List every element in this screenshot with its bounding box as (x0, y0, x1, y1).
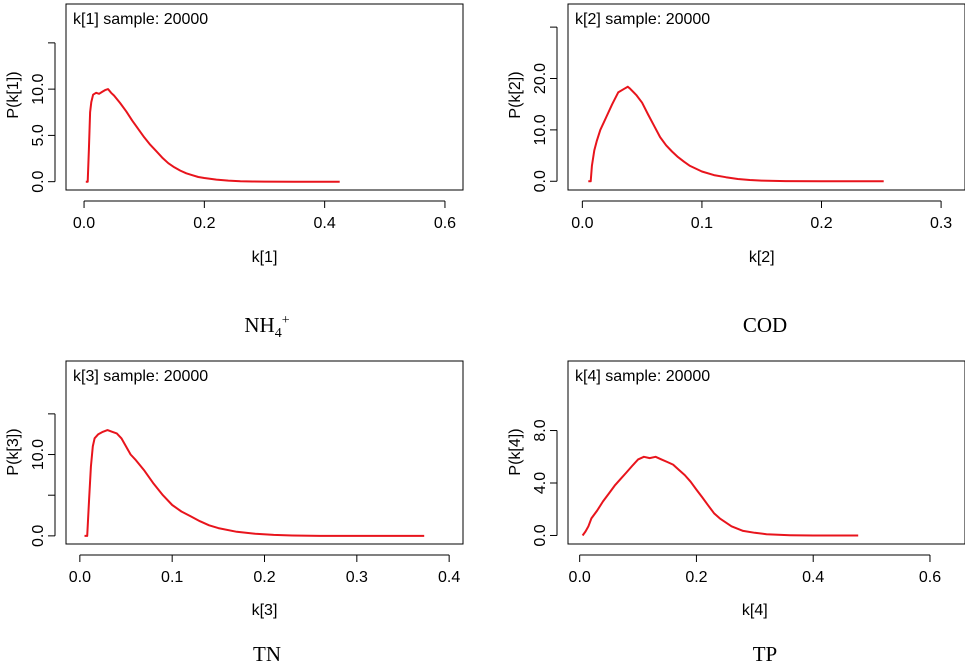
y-tick-label: 8.0 (532, 419, 549, 441)
y-tick-label: 0.0 (532, 524, 549, 546)
y-tick-label: 10.0 (30, 439, 47, 470)
x-tick-label: 0.2 (810, 215, 832, 232)
y-tick-label: 5.0 (30, 124, 47, 146)
panel-title: COD (743, 313, 787, 337)
x-tick-label: 0.4 (314, 215, 336, 232)
density-line (588, 85, 884, 183)
x-tick-label: 0.4 (438, 569, 460, 586)
x-tick-label: 0.0 (571, 215, 593, 232)
x-tick-label: 0.6 (919, 569, 941, 586)
y-tick-label: 0.0 (30, 170, 47, 192)
x-tick-label: 0.2 (253, 569, 275, 586)
x-tick-label: 0.1 (161, 569, 183, 586)
x-tick-label: 0.3 (930, 215, 952, 232)
panel-title: NH4+ (244, 313, 289, 341)
y-axis-label: P(k[4]) (507, 428, 524, 475)
panel-title: TP (753, 642, 778, 666)
panel-title-main: NH (244, 313, 274, 337)
x-tick-label: 0.4 (802, 569, 824, 586)
x-tick-label: 0.2 (685, 569, 707, 586)
chart-panel-4: k[4] sample: 20000 0.0 0.2 0.4 0.6 0.0 4.0 8.0 k… (507, 360, 965, 666)
panel-title: TN (253, 642, 281, 666)
x-tick-label: 0.0 (69, 569, 91, 586)
x-axis-label: k[1] (252, 249, 278, 266)
y-axis-label: P(k[2]) (507, 71, 524, 118)
x-axis-label: k[4] (742, 602, 768, 619)
chart-panel-2: k[2] sample: 20000 0.0 0.1 0.2 0.3 0.0 10.0 20.… (507, 3, 965, 337)
density-line (85, 88, 340, 183)
y-tick-label: 0.0 (30, 525, 47, 547)
x-tick-label: 0.1 (691, 215, 713, 232)
plot-frame (567, 3, 965, 191)
plot-frame (567, 360, 965, 545)
sample-label: k[4] sample: 20000 (575, 368, 710, 385)
x-axis-label: k[2] (749, 249, 775, 266)
chart-panel-1: k[1] sample: 20000 0.0 0.2 0.4 0.6 0.0 5.0 10.0… (5, 3, 464, 341)
plot-frame (65, 360, 464, 545)
y-tick-label: 0.0 (532, 170, 549, 192)
y-tick-label: 20.0 (532, 63, 549, 94)
y-tick-label: 10.0 (532, 114, 549, 145)
panel-title-superscript: + (282, 313, 290, 328)
x-tick-label: 0.0 (569, 569, 591, 586)
sample-label: k[1] sample: 20000 (73, 11, 208, 28)
sample-label: k[2] sample: 20000 (575, 11, 710, 28)
density-line (581, 455, 859, 537)
chart-panel-3: k[3] sample: 20000 0.0 0.1 0.2 0.3 0.4 0.0 10.0… (5, 360, 464, 666)
y-tick-label: 10.0 (30, 73, 47, 104)
x-tick-label: 0.0 (73, 215, 95, 232)
y-axis-label: P(k[3]) (5, 428, 22, 475)
y-tick-label: 4.0 (532, 472, 549, 494)
x-tick-label: 0.6 (434, 215, 456, 232)
x-tick-label: 0.3 (346, 569, 368, 586)
y-axis-label: P(k[1]) (5, 71, 22, 118)
density-line (84, 429, 425, 537)
panel-title-subscript: 4 (275, 326, 282, 341)
plot-frame (65, 3, 464, 191)
sample-label: k[3] sample: 20000 (73, 368, 208, 385)
x-axis-label: k[3] (252, 602, 278, 619)
x-tick-label: 0.2 (193, 215, 215, 232)
